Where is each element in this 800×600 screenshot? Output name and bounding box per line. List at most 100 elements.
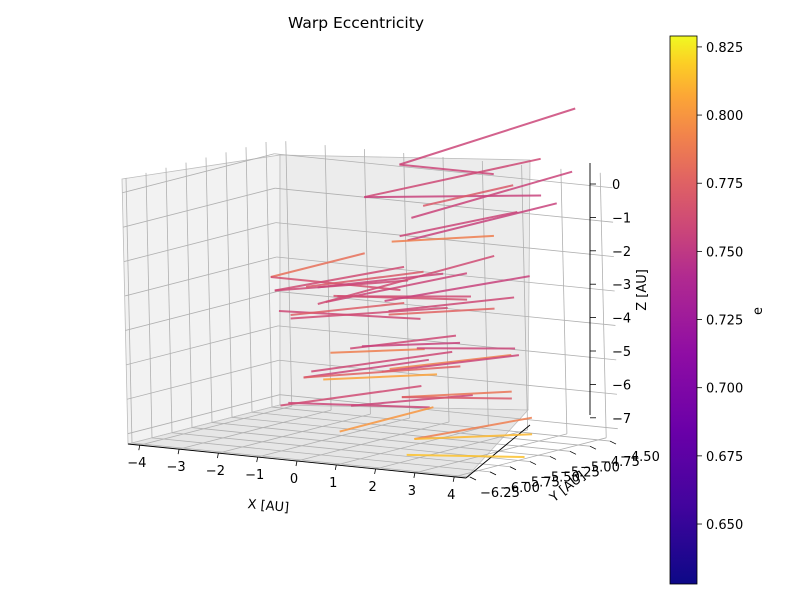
gridline	[231, 416, 571, 452]
x-tick-mark	[138, 445, 141, 451]
x-tick-mark	[413, 472, 416, 478]
gridline	[145, 172, 153, 438]
colorbar	[669, 35, 698, 585]
gridline	[336, 425, 489, 466]
gridline	[599, 172, 607, 438]
warp-segment	[391, 234, 494, 243]
warp-segment	[303, 365, 461, 379]
gridline	[274, 153, 613, 189]
y-tick-mark	[569, 450, 577, 455]
y-tick-mark	[589, 445, 597, 450]
gridline	[123, 222, 276, 262]
warp-segments	[270, 107, 576, 458]
warp-segment	[361, 341, 461, 348]
x-axis-label: X [AU]	[247, 497, 290, 516]
warp-segment	[388, 296, 515, 313]
gridline	[225, 152, 233, 418]
warp-segment	[288, 401, 430, 409]
y-tick-label: −5.50	[540, 471, 580, 486]
z-tick-label: −3	[612, 278, 631, 293]
gridline	[131, 442, 471, 478]
z-tick-label: −7	[612, 412, 631, 427]
warp-segment	[399, 210, 518, 238]
x-tick-label: −2	[206, 464, 225, 479]
warp-segment	[305, 270, 424, 288]
z-tick-label: −6	[612, 378, 631, 393]
warp-segment	[414, 416, 533, 441]
gridline	[275, 187, 614, 223]
warp-segment	[339, 406, 434, 433]
gridline	[125, 291, 278, 331]
gridline	[122, 153, 275, 194]
y-tick-label: −6.25	[480, 486, 520, 501]
x-tick-mark	[334, 464, 337, 471]
warp-segment	[364, 194, 542, 199]
gridline	[139, 405, 292, 446]
y-tick-mark	[549, 456, 557, 460]
x-tick-label: 1	[329, 476, 337, 491]
gridline	[205, 157, 213, 423]
z-axis-label: Z [AU]	[635, 269, 650, 311]
gridline	[454, 437, 607, 478]
gridline	[324, 145, 332, 411]
gridline	[151, 437, 491, 473]
warp-segment	[317, 272, 444, 289]
colorbar-tick-label: 0.750	[706, 245, 743, 260]
gridline	[126, 325, 279, 366]
y-tick-mark	[469, 476, 477, 481]
z-tick-label: −2	[612, 245, 631, 260]
x-tick-label: 2	[368, 480, 376, 495]
gridline	[218, 413, 371, 454]
gridline	[279, 394, 618, 430]
x-tick-label: 4	[447, 488, 455, 503]
x-tick-mark	[217, 453, 219, 459]
warp-segment	[388, 307, 495, 316]
colorbar-label: e	[751, 307, 766, 315]
z-tick-label: −1	[612, 211, 631, 226]
y-tick-mark	[609, 440, 617, 445]
x-tick-mark	[374, 468, 376, 474]
warp-segment	[401, 390, 512, 399]
colorbar-tick-label: 0.800	[706, 109, 743, 124]
colorbar-tick-label: 0.775	[706, 177, 743, 192]
gridline	[271, 406, 611, 442]
gridline	[521, 164, 529, 430]
gridline	[124, 256, 277, 297]
gridline	[171, 432, 511, 468]
z-tick-label: −4	[612, 312, 631, 327]
warp-segment	[364, 157, 541, 199]
y-tick-mark	[489, 471, 497, 476]
x-tick-label: 3	[408, 484, 416, 499]
warp-segment	[290, 301, 405, 317]
warp-segment	[401, 396, 512, 400]
gridline	[126, 359, 280, 400]
gridline	[414, 433, 568, 474]
warp-segment	[422, 184, 514, 207]
warp-segment	[303, 358, 429, 379]
gridlines	[122, 141, 618, 478]
gridline	[125, 177, 133, 443]
x-tick-mark	[295, 460, 298, 467]
x-tick-label: −3	[167, 460, 186, 475]
colorbar-tick-label: 0.725	[706, 314, 743, 329]
gridline	[185, 162, 193, 428]
y-tick-label: −5.75	[520, 476, 560, 491]
warp-segment	[399, 107, 576, 166]
gridline	[122, 187, 276, 228]
x-tick-mark	[177, 449, 180, 455]
warp-segment	[270, 252, 365, 278]
chart-title: Warp Eccentricity	[288, 14, 424, 32]
gridline	[178, 409, 332, 450]
warp-segment	[406, 453, 525, 458]
warp-segment	[381, 354, 520, 373]
gridline	[251, 411, 591, 447]
gridline	[276, 256, 615, 292]
gridline	[245, 147, 253, 413]
gridline	[211, 422, 551, 457]
y-tick-label: −5.00	[580, 460, 620, 475]
x-tick-mark	[256, 456, 259, 463]
gridline	[296, 421, 450, 462]
warp-segment	[323, 373, 438, 381]
colorbar-tick-label: 0.825	[706, 41, 743, 56]
